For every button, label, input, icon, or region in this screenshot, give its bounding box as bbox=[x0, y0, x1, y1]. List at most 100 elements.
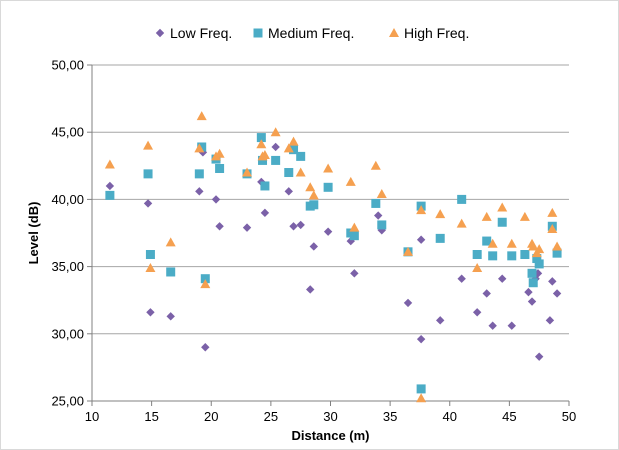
data-point-triangle bbox=[194, 143, 205, 153]
data-point-diamond bbox=[416, 235, 426, 244]
data-point-triangle bbox=[547, 223, 558, 233]
legend-marker-diamond bbox=[155, 28, 165, 38]
y-tick-label: 40,00 bbox=[51, 192, 84, 207]
data-point-square bbox=[271, 155, 281, 165]
data-point-square bbox=[482, 236, 492, 246]
data-point-square bbox=[258, 155, 268, 165]
data-point-triangle bbox=[270, 127, 281, 137]
legend-label: Medium Freq. bbox=[268, 25, 354, 41]
data-point-triangle bbox=[481, 211, 492, 221]
y-tick-label: 50,00 bbox=[51, 58, 84, 73]
data-point-diamond bbox=[242, 223, 252, 232]
data-point-triangle bbox=[534, 244, 545, 254]
data-point-square bbox=[260, 181, 270, 191]
data-point-triangle bbox=[143, 140, 154, 150]
data-point-triangle bbox=[416, 205, 427, 215]
data-point-diamond bbox=[472, 308, 482, 317]
data-point-triangle bbox=[506, 238, 517, 248]
data-point-square bbox=[416, 384, 426, 394]
data-point-triangle bbox=[403, 246, 414, 256]
data-point-square bbox=[349, 231, 359, 241]
legend-item: High Freq. bbox=[389, 25, 469, 41]
data-point-diamond bbox=[507, 321, 516, 330]
data-point-triangle bbox=[295, 167, 306, 177]
data-point-diamond bbox=[271, 142, 280, 152]
data-point-square bbox=[528, 278, 538, 288]
data-point-triangle bbox=[305, 182, 316, 192]
y-tick-label: 30,00 bbox=[51, 326, 84, 341]
data-point-triangle bbox=[416, 393, 427, 403]
data-point-diamond bbox=[143, 199, 153, 208]
data-point-diamond bbox=[436, 316, 445, 325]
x-tick-label: 20 bbox=[204, 409, 218, 424]
data-point-diamond bbox=[195, 187, 204, 196]
data-point-diamond bbox=[306, 285, 315, 294]
data-point-diamond bbox=[534, 352, 544, 361]
data-point-triangle bbox=[519, 211, 530, 221]
data-point-triangle bbox=[435, 209, 446, 219]
x-axis-title: Distance (m) bbox=[291, 428, 369, 443]
data-point-triangle bbox=[345, 176, 356, 186]
data-point-triangle bbox=[256, 139, 267, 149]
y-tick-label: 25,00 bbox=[51, 394, 84, 409]
data-point-square bbox=[309, 200, 319, 210]
data-point-triangle bbox=[552, 241, 563, 251]
data-point-diamond bbox=[289, 222, 298, 231]
data-point-triangle bbox=[145, 262, 156, 272]
data-point-square bbox=[284, 168, 294, 178]
legend-label: Low Freq. bbox=[170, 25, 232, 41]
data-point-diamond bbox=[105, 181, 115, 191]
data-point-diamond bbox=[498, 274, 507, 283]
y-axis-title: Level (dB) bbox=[26, 202, 41, 265]
data-point-square bbox=[197, 142, 207, 152]
data-point-diamond bbox=[545, 316, 555, 325]
x-tick-label: 40 bbox=[443, 409, 457, 424]
data-point-triangle bbox=[259, 150, 270, 160]
data-point-square bbox=[145, 250, 155, 260]
data-point-square bbox=[143, 169, 153, 179]
data-point-square bbox=[507, 251, 517, 261]
data-point-triangle bbox=[308, 190, 319, 200]
data-point-triangle bbox=[242, 167, 253, 177]
data-point-diamond bbox=[524, 287, 533, 297]
data-point-diamond bbox=[284, 187, 293, 196]
x-tick-label: 15 bbox=[144, 409, 158, 424]
data-point-square bbox=[105, 190, 115, 200]
data-point-square bbox=[256, 133, 266, 143]
data-point-triangle bbox=[528, 241, 539, 251]
data-point-diamond bbox=[482, 289, 491, 298]
data-point-triangle bbox=[497, 202, 508, 212]
data-point-triangle bbox=[370, 160, 381, 170]
data-point-square bbox=[371, 198, 381, 208]
data-point-diamond bbox=[201, 343, 210, 352]
legend-label: High Freq. bbox=[404, 25, 469, 41]
data-point-square bbox=[200, 274, 210, 284]
data-point-square bbox=[457, 194, 467, 204]
data-point-diamond bbox=[374, 211, 383, 220]
data-point-diamond bbox=[350, 269, 359, 278]
data-point-triangle bbox=[456, 218, 467, 228]
data-point-triangle bbox=[288, 136, 299, 146]
data-point-diamond bbox=[211, 195, 221, 204]
data-point-diamond bbox=[260, 208, 270, 218]
series-layer bbox=[104, 111, 563, 403]
data-point-triangle bbox=[547, 207, 558, 217]
data-point-triangle bbox=[104, 159, 115, 169]
data-point-square bbox=[215, 163, 225, 173]
x-tick-label: 25 bbox=[264, 409, 278, 424]
data-point-diamond bbox=[457, 274, 466, 283]
data-point-diamond bbox=[527, 297, 537, 306]
gridlines bbox=[92, 64, 569, 335]
data-point-diamond bbox=[552, 289, 562, 298]
data-point-triangle bbox=[472, 262, 483, 272]
data-point-square bbox=[472, 250, 482, 260]
series-triangle bbox=[104, 111, 563, 403]
data-point-triangle bbox=[487, 238, 498, 248]
x-axis-ticks: 10 15 20 25 30 35 40 45 50 bbox=[85, 401, 576, 424]
data-point-square bbox=[289, 145, 299, 155]
data-point-triangle bbox=[323, 163, 334, 173]
data-point-square bbox=[532, 254, 542, 264]
data-point-diamond bbox=[146, 308, 155, 317]
data-point-diamond bbox=[296, 220, 305, 230]
